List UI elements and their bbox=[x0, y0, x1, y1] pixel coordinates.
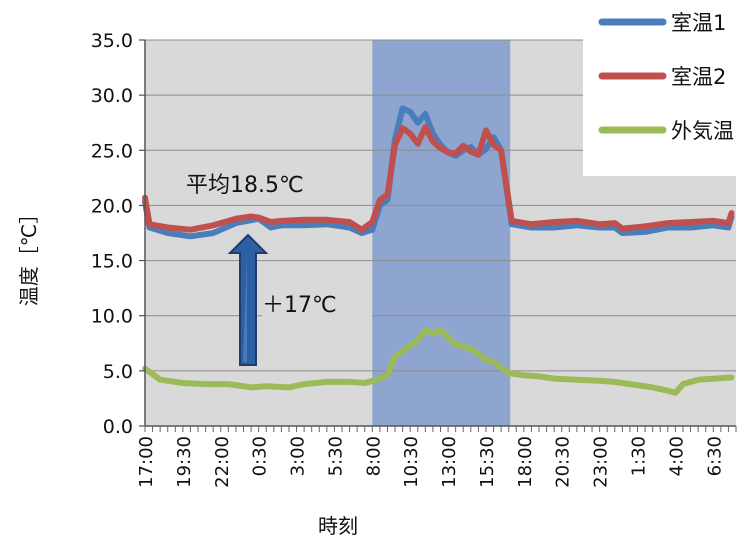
x-tick-label: 0:30 bbox=[250, 436, 271, 476]
annotation-delta: ＋17℃ bbox=[262, 293, 337, 318]
x-tick-label: 18:00 bbox=[515, 436, 536, 488]
x-tick-label: 17:00 bbox=[136, 436, 157, 488]
x-tick-label: 1:30 bbox=[629, 436, 650, 476]
x-tick-label: 4:00 bbox=[666, 436, 687, 476]
x-tick-label: 13:00 bbox=[439, 436, 460, 488]
x-tick-label: 20:30 bbox=[553, 436, 574, 488]
annotation-average: 平均18.5℃ bbox=[186, 173, 304, 198]
y-tick-label: 15.0 bbox=[91, 251, 133, 273]
x-tick-label: 6:30 bbox=[704, 436, 725, 476]
x-tick-label: 23:00 bbox=[591, 436, 612, 488]
y-axis-title: 温度［℃］ bbox=[17, 204, 41, 306]
x-tick-label: 22:00 bbox=[212, 436, 233, 488]
x-tick-label: 15:30 bbox=[477, 436, 498, 488]
y-tick-label: 10.0 bbox=[91, 306, 133, 328]
x-tick-label: 19:30 bbox=[174, 436, 195, 488]
x-axis-title: 時刻 bbox=[318, 514, 358, 538]
legend: 室温1 室温2 外気温 bbox=[583, 0, 756, 176]
y-tick-label: 0.0 bbox=[103, 416, 133, 438]
y-tick-label: 5.0 bbox=[103, 361, 133, 383]
x-tick-label: 10:30 bbox=[401, 436, 422, 488]
legend-label-series-3: 外気温 bbox=[671, 119, 734, 143]
y-tick-label: 25.0 bbox=[91, 140, 133, 162]
x-tick-label: 3:00 bbox=[288, 436, 309, 476]
x-tick-label: 5:30 bbox=[325, 436, 346, 476]
legend-label-series-2: 室温2 bbox=[671, 65, 726, 89]
series-line-2 bbox=[142, 124, 735, 233]
y-tick-label: 20.0 bbox=[91, 195, 133, 217]
x-tick-label: 8:00 bbox=[363, 436, 384, 476]
y-tick-label: 35.0 bbox=[91, 30, 133, 52]
legend-label-series-1: 室温1 bbox=[671, 11, 726, 35]
up-arrow-icon bbox=[227, 233, 269, 366]
series-line-1 bbox=[142, 105, 735, 240]
series-line-3 bbox=[142, 327, 735, 396]
y-tick-label: 30.0 bbox=[91, 85, 133, 107]
